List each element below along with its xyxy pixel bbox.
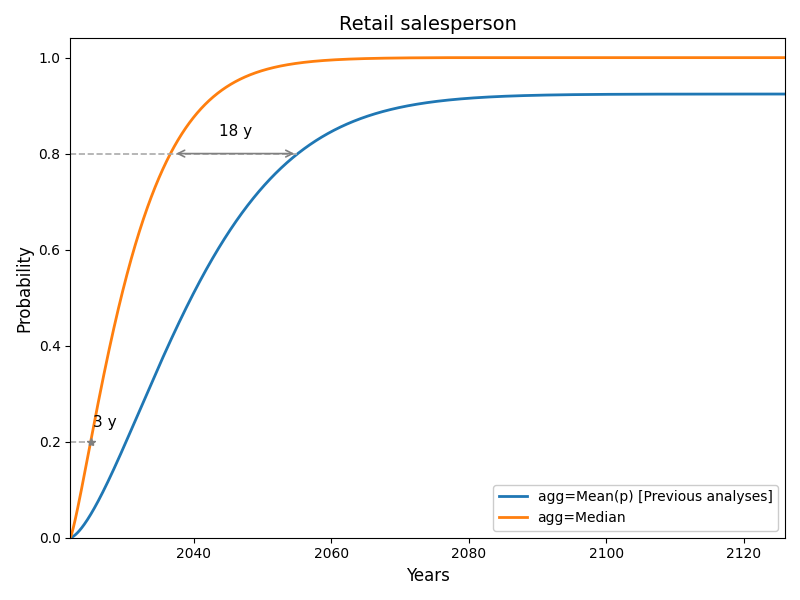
Text: 18 y: 18 y [218,124,252,139]
agg=Mean(p) [Previous analyses] [689,91,698,98]
agg=Median [147,192,157,199]
agg=Median [66,534,75,541]
Line: agg=Mean(p) [Previous analyses]: agg=Mean(p) [Previous analyses] [70,94,785,538]
Y-axis label: Probability: Probability [15,244,33,332]
agg=Median [370,55,380,62]
X-axis label: Years: Years [406,567,450,585]
agg=Mean(p) [Previous analyses] [370,110,380,117]
Line: agg=Median: agg=Median [70,58,785,538]
agg=Mean(p) [Previous analyses] [339,122,349,129]
agg=Median [339,56,349,63]
agg=Median [190,113,199,120]
agg=Median [766,54,776,61]
agg=Mean(p) [Previous analyses] [190,289,199,296]
agg=Mean(p) [Previous analyses] [766,91,776,98]
agg=Median [780,54,790,61]
Legend: agg=Mean(p) [Previous analyses], agg=Median: agg=Mean(p) [Previous analyses], agg=Med… [493,485,778,531]
Title: Retail salesperson: Retail salesperson [338,15,517,34]
agg=Mean(p) [Previous analyses] [66,534,75,541]
agg=Median [450,54,459,61]
Text: 3 y: 3 y [93,415,117,430]
agg=Mean(p) [Previous analyses] [780,91,790,98]
agg=Median [690,54,699,61]
agg=Mean(p) [Previous analyses] [147,379,157,386]
